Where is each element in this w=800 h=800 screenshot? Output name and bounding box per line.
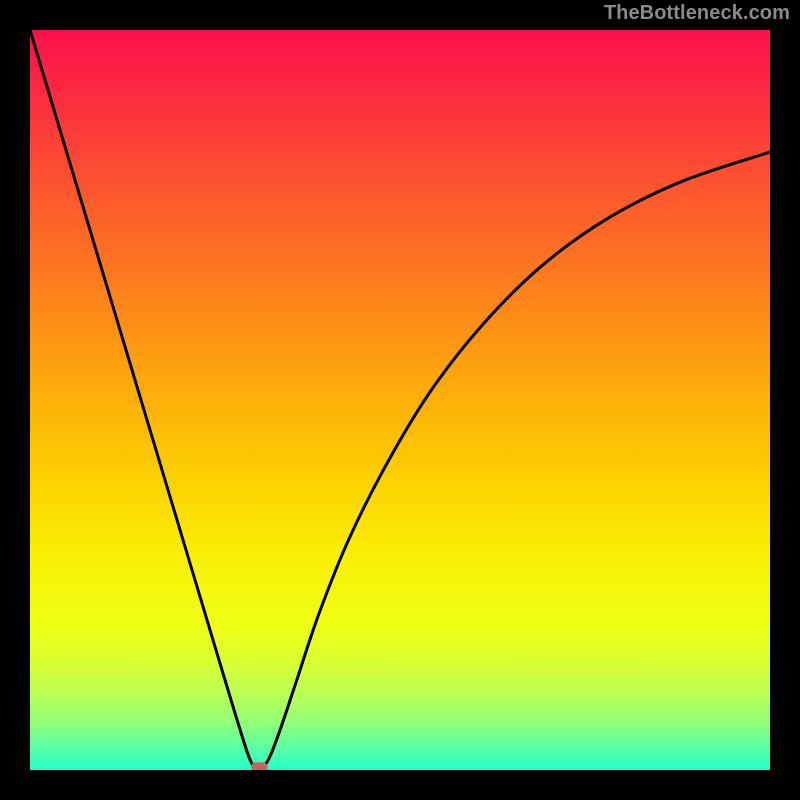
plot-area [30,30,770,770]
chart-root: TheBottleneck.com [0,0,800,800]
watermark-text: TheBottleneck.com [604,2,790,25]
min-marker [251,762,267,770]
bottleneck-curve [30,30,770,769]
curve-layer [30,30,770,770]
